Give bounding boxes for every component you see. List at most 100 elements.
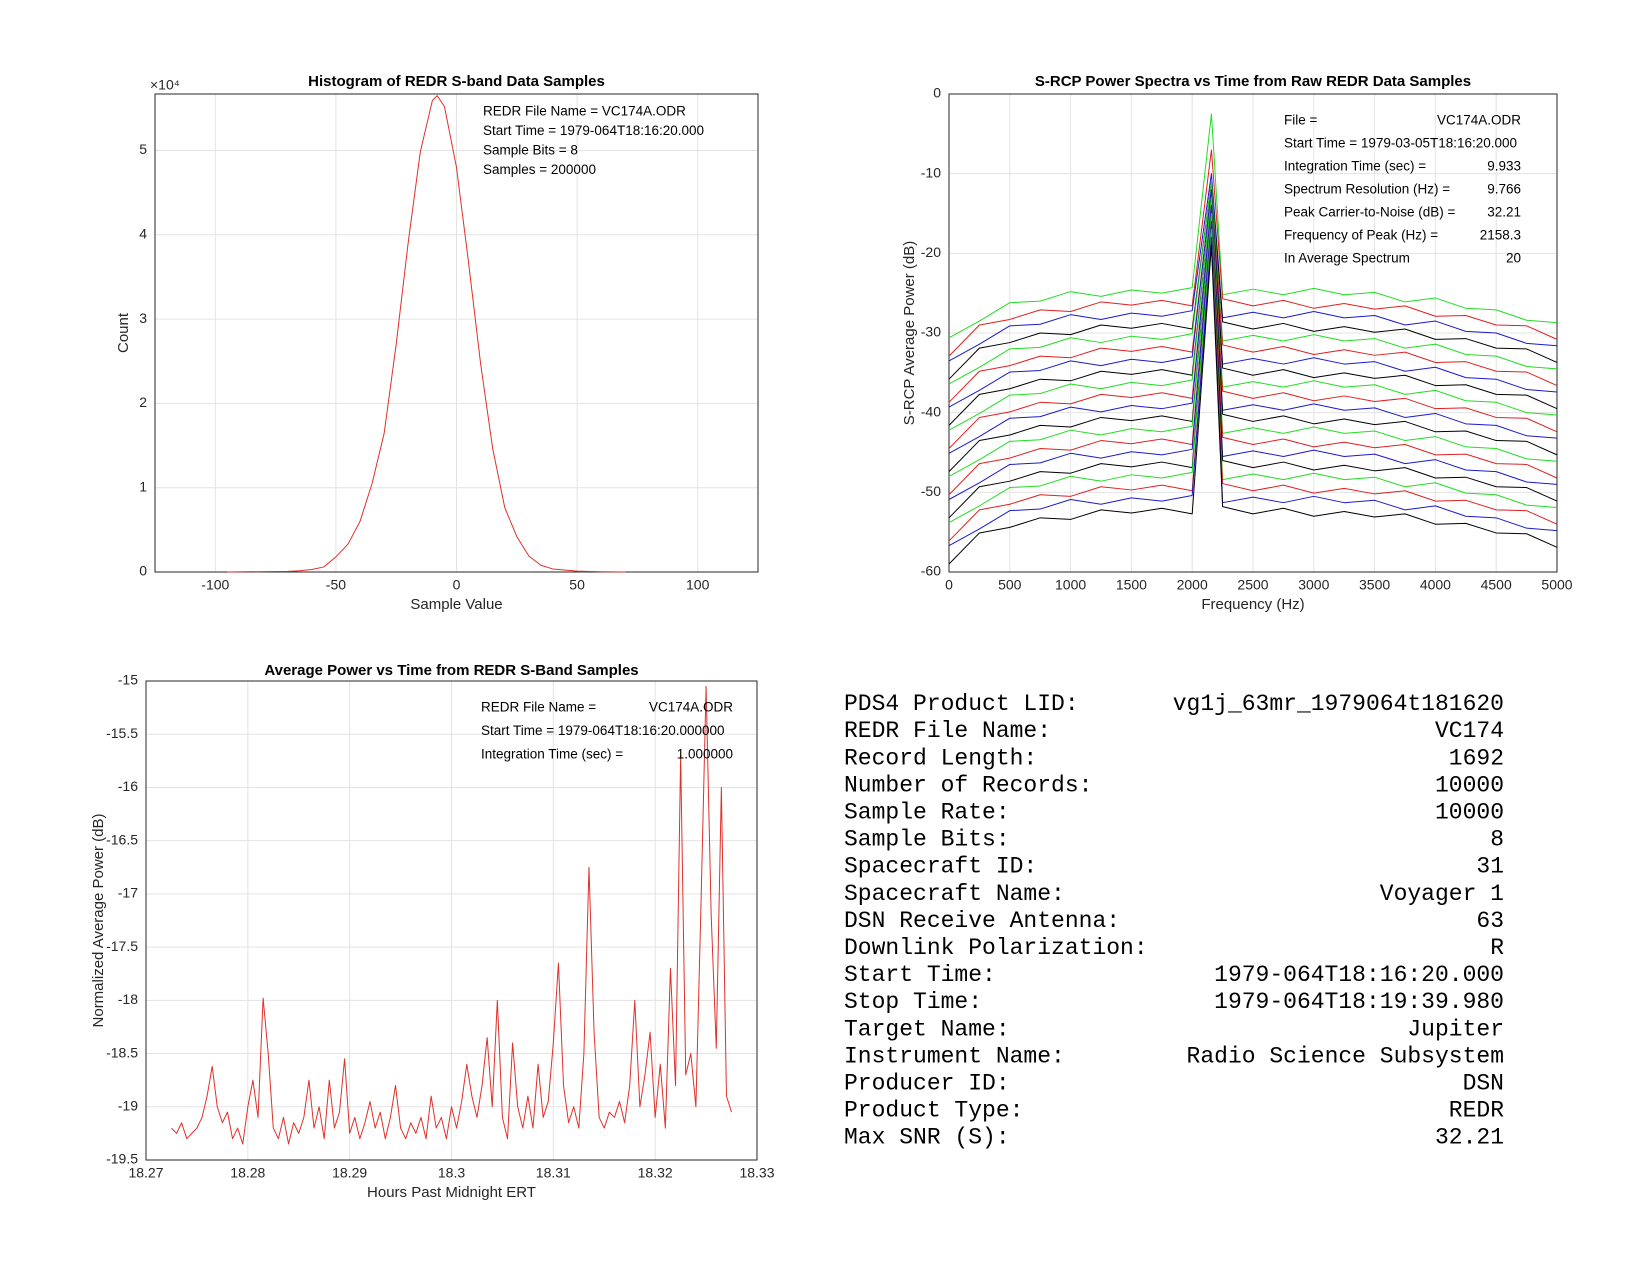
y-tick-label: -40 bbox=[921, 403, 941, 419]
y-tick-label: -30 bbox=[921, 324, 941, 340]
series-line bbox=[948, 189, 1558, 408]
y-tick-label: -18.5 bbox=[106, 1044, 138, 1060]
series-line bbox=[948, 213, 1558, 472]
annotation-value: VC174A.ODR bbox=[649, 700, 733, 715]
table-value: 10000 bbox=[1435, 772, 1504, 798]
table-label: Stop Time: bbox=[844, 989, 982, 1015]
y-tick-label: -19.5 bbox=[106, 1151, 138, 1167]
x-tick-label: 0 bbox=[945, 577, 953, 593]
table-value: REDR bbox=[1449, 1098, 1504, 1124]
y-tick-label: 3 bbox=[139, 310, 147, 326]
series-line bbox=[227, 95, 626, 573]
annotation-value: VC174A.ODR bbox=[1437, 113, 1521, 128]
table-value: 8 bbox=[1490, 827, 1504, 853]
x-tick-label: 100 bbox=[686, 577, 710, 593]
chart-title: Histogram of REDR S-band Data Samples bbox=[308, 73, 605, 90]
y-tick-label: -20 bbox=[921, 244, 941, 260]
chart-title: S-RCP Power Spectra vs Time from Raw RED… bbox=[1035, 73, 1471, 90]
annotation-label: Spectrum Resolution (Hz) = bbox=[1284, 182, 1450, 197]
y-tick-label: -15.5 bbox=[106, 725, 138, 741]
table-label: Instrument Name: bbox=[844, 1043, 1065, 1069]
axes-box bbox=[948, 93, 1558, 573]
chart-title: Average Power vs Time from REDR S-Band S… bbox=[264, 662, 638, 679]
table-label: Producer ID: bbox=[844, 1070, 1010, 1096]
table-value: vg1j_63mr_1979064t181620 bbox=[1173, 691, 1504, 717]
y-tick-label: -16.5 bbox=[106, 831, 138, 847]
table-value: 1692 bbox=[1449, 745, 1504, 771]
x-tick-label: 18.29 bbox=[332, 1165, 367, 1181]
table-value: R bbox=[1490, 935, 1504, 961]
annotation-label: Frequency of Peak (Hz) = bbox=[1284, 228, 1438, 243]
x-tick-label: 18.32 bbox=[638, 1165, 673, 1181]
x-tick-label: 2000 bbox=[1177, 577, 1208, 593]
x-axis-label: Sample Value bbox=[410, 596, 502, 613]
x-tick-label: 18.31 bbox=[536, 1165, 571, 1181]
y-tick-label: -15 bbox=[118, 672, 138, 688]
annotation-label: Start Time = 1979-064T18:16:20.000000 bbox=[481, 723, 725, 738]
y-tick-label: -16 bbox=[118, 778, 138, 794]
table-value: VC174 bbox=[1435, 718, 1504, 744]
y-tick-label: 2 bbox=[139, 394, 147, 410]
y-tick-label: -19 bbox=[118, 1097, 138, 1113]
annotation-label: File = bbox=[1284, 113, 1318, 128]
series-line bbox=[948, 197, 1558, 426]
table-value: 10000 bbox=[1435, 799, 1504, 825]
table-value: Radio Science Subsystem bbox=[1187, 1043, 1504, 1069]
annotation-label: Integration Time (sec) = bbox=[1284, 159, 1426, 174]
y-exponent-label: ×10⁴ bbox=[150, 77, 180, 93]
x-tick-label: -100 bbox=[201, 577, 229, 593]
y-tick-label: 5 bbox=[139, 141, 147, 157]
series-line bbox=[171, 685, 733, 1145]
y-tick-label: -17.5 bbox=[106, 938, 138, 954]
annotation-value: 9.766 bbox=[1487, 182, 1521, 197]
y-tick-label: -17 bbox=[118, 885, 138, 901]
annotation-label: Samples = 200000 bbox=[483, 162, 596, 177]
table-label: Sample Rate: bbox=[844, 799, 1010, 825]
series-line bbox=[948, 220, 1558, 500]
table-label: Spacecraft ID: bbox=[844, 854, 1037, 880]
table-label: Number of Records: bbox=[844, 772, 1092, 798]
axes-box bbox=[145, 680, 758, 1161]
table-value: 63 bbox=[1476, 908, 1504, 934]
table-label: Record Length: bbox=[844, 745, 1037, 771]
x-tick-label: 3000 bbox=[1298, 577, 1329, 593]
annotation-label: Start Time = 1979-03-05T18:16:20.000 bbox=[1284, 136, 1517, 151]
axes-box bbox=[154, 93, 759, 573]
series-line bbox=[948, 228, 1558, 519]
y-axis-label: S-RCP Average Power (dB) bbox=[901, 241, 918, 426]
y-tick-label: -18 bbox=[118, 991, 138, 1007]
y-tick-label: 4 bbox=[139, 225, 147, 241]
series-line bbox=[948, 244, 1558, 565]
x-axis-label: Frequency (Hz) bbox=[1201, 596, 1304, 613]
annotation-value: 2158.3 bbox=[1480, 228, 1521, 243]
y-tick-label: 0 bbox=[139, 563, 147, 579]
annotation-label: Sample Bits = 8 bbox=[483, 143, 578, 158]
x-tick-label: 18.3 bbox=[438, 1165, 465, 1181]
x-tick-label: 2500 bbox=[1237, 577, 1268, 593]
y-tick-label: 1 bbox=[139, 478, 147, 494]
x-tick-label: 50 bbox=[569, 577, 585, 593]
series-line bbox=[948, 113, 1558, 339]
table-value: 32.21 bbox=[1435, 1125, 1504, 1151]
x-tick-label: 0 bbox=[453, 577, 461, 593]
annotation-value: 32.21 bbox=[1487, 205, 1521, 220]
x-tick-label: 18.33 bbox=[739, 1165, 774, 1181]
annotation-label: Start Time = 1979-064T18:16:20.000 bbox=[483, 123, 704, 138]
table-label: PDS4 Product LID: bbox=[844, 691, 1079, 717]
series-line bbox=[948, 220, 1558, 496]
table-label: Target Name: bbox=[844, 1016, 1010, 1042]
x-tick-label: 4000 bbox=[1420, 577, 1451, 593]
x-tick-label: 500 bbox=[998, 577, 1022, 593]
x-tick-label: 1000 bbox=[1055, 577, 1086, 593]
y-axis-label: Normalized Average Power (dB) bbox=[90, 814, 107, 1028]
table-label: Max SNR (S): bbox=[844, 1125, 1010, 1151]
table-label: REDR File Name: bbox=[844, 718, 1051, 744]
annotation-label: REDR File Name = bbox=[481, 700, 596, 715]
annotation-label: Integration Time (sec) = bbox=[481, 747, 623, 762]
y-tick-label: -10 bbox=[921, 164, 941, 180]
annotation-label: In Average Spectrum bbox=[1284, 251, 1410, 266]
series-line bbox=[948, 181, 1558, 380]
x-tick-label: -50 bbox=[326, 577, 346, 593]
table-value: 1979-064T18:19:39.980 bbox=[1214, 989, 1504, 1015]
